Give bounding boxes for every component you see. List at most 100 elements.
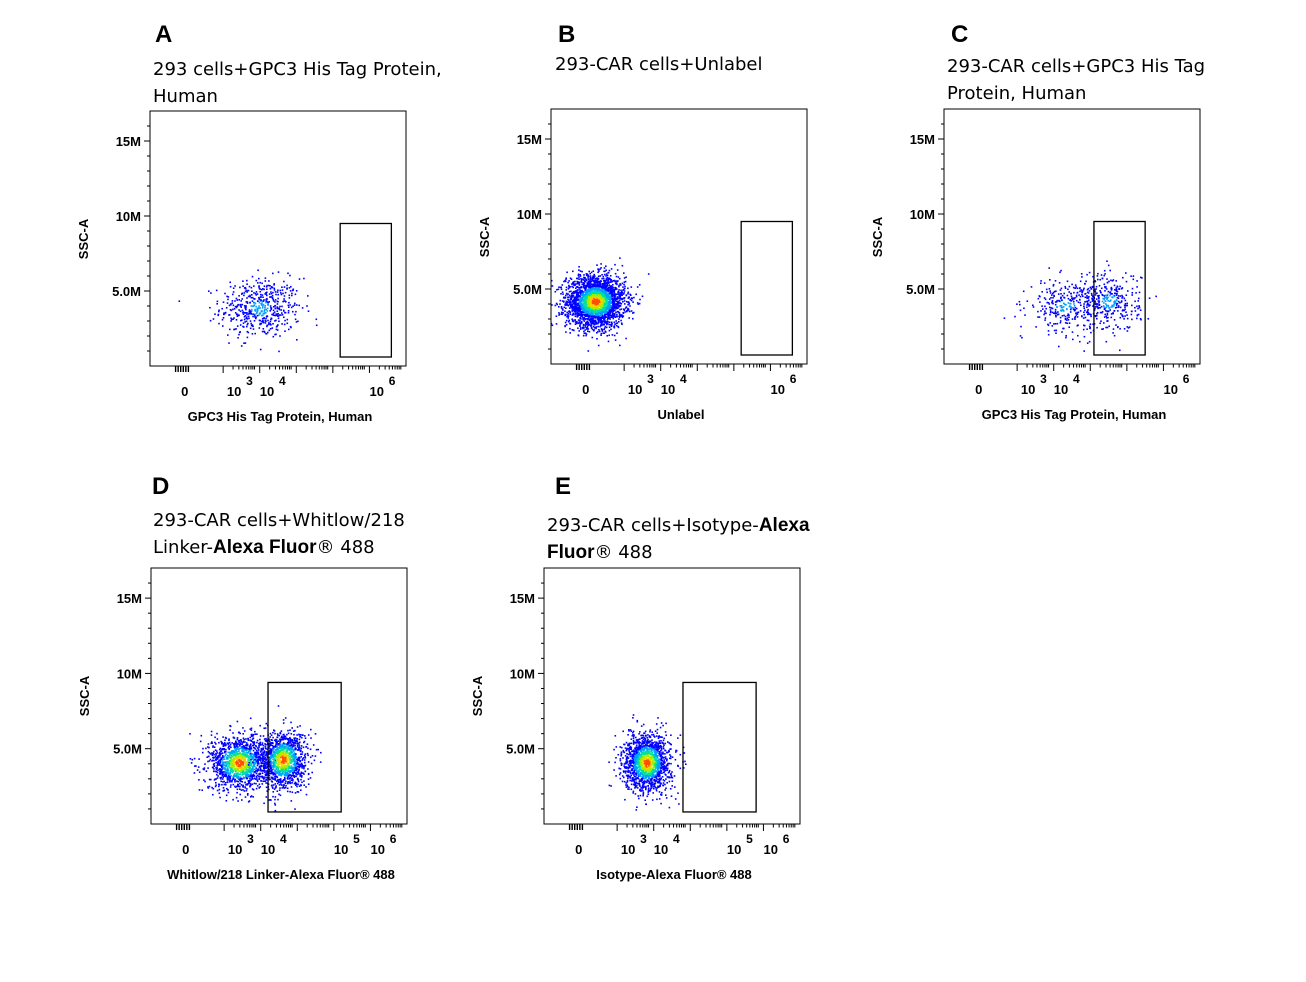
event-point (581, 310, 584, 313)
event-point (589, 277, 592, 280)
event-point (1120, 313, 1122, 315)
event-point (1075, 312, 1077, 314)
event-point (215, 770, 217, 773)
event-point (1072, 307, 1074, 309)
event-point (1119, 306, 1122, 309)
event-point (617, 326, 620, 329)
event-point (228, 342, 230, 344)
event-point (574, 307, 577, 309)
event-point (245, 738, 247, 740)
event-point (582, 292, 584, 295)
event-point (1060, 299, 1063, 301)
event-point (573, 300, 575, 302)
event-point (592, 284, 595, 287)
event-point (623, 283, 625, 286)
event-point (606, 321, 608, 323)
event-point (618, 285, 620, 288)
event-point (1049, 292, 1052, 294)
event-point (607, 340, 610, 343)
event-point (253, 777, 256, 780)
event-point (239, 793, 241, 796)
event-point (264, 756, 266, 759)
event-point (599, 311, 601, 314)
event-point (606, 295, 609, 298)
event-point (242, 789, 244, 791)
event-point (580, 277, 582, 280)
event-point (239, 747, 241, 750)
event-point (1063, 297, 1066, 299)
event-point (288, 301, 290, 304)
event-point (606, 283, 608, 286)
event-point (579, 287, 581, 289)
event-point (583, 297, 585, 300)
event-point (1086, 296, 1088, 299)
event-point (622, 289, 624, 291)
event-point (252, 733, 255, 736)
event-point (226, 781, 229, 784)
event-point (561, 291, 564, 293)
event-point (284, 330, 286, 332)
event-point (1102, 294, 1104, 297)
event-point (1103, 306, 1105, 308)
event-point (248, 782, 251, 784)
event-point (1045, 307, 1047, 310)
event-point (588, 295, 590, 298)
event-point (572, 320, 574, 322)
event-point (246, 763, 248, 765)
event-point (576, 291, 578, 294)
event-point (605, 292, 607, 294)
event-point (1071, 283, 1073, 286)
event-point (587, 283, 590, 286)
event-point (606, 289, 608, 291)
event-point (1131, 287, 1134, 290)
event-point (602, 320, 605, 323)
event-point (217, 313, 220, 316)
event-point (586, 307, 589, 310)
event-point (258, 305, 260, 307)
event-point (1091, 300, 1094, 302)
event-point (225, 307, 228, 309)
event-point (607, 282, 610, 284)
event-point (592, 300, 594, 303)
event-point (252, 758, 254, 760)
event-point (596, 284, 598, 286)
event-point (1086, 328, 1088, 330)
event-point (1113, 302, 1116, 305)
event-point (1083, 311, 1085, 314)
event-point (601, 293, 603, 296)
event-point (266, 294, 268, 297)
event-point (580, 304, 582, 306)
event-point (575, 300, 578, 302)
event-point (612, 304, 615, 307)
event-point (582, 284, 585, 287)
event-point (605, 303, 607, 306)
event-point (591, 322, 593, 325)
event-point (587, 328, 590, 330)
event-point (1068, 322, 1071, 324)
event-point (620, 294, 623, 296)
event-point (1110, 286, 1113, 289)
event-point (609, 290, 612, 292)
event-point (1108, 325, 1110, 327)
event-point (249, 750, 252, 752)
event-point (266, 790, 268, 792)
event-point (586, 328, 588, 330)
event-point (1096, 326, 1098, 329)
event-point (1136, 317, 1138, 320)
event-point (584, 308, 587, 311)
event-point (614, 309, 616, 312)
event-point (591, 310, 593, 312)
event-point (1067, 302, 1070, 304)
event-point (594, 289, 596, 292)
event-point (606, 303, 609, 306)
event-point (251, 783, 254, 785)
event-point (627, 308, 630, 310)
event-point (602, 298, 604, 301)
event-point (1083, 303, 1085, 305)
event-point (1060, 269, 1062, 272)
event-point (1109, 294, 1111, 297)
event-point (1118, 288, 1120, 290)
event-point (286, 318, 289, 321)
event-point (242, 754, 245, 756)
